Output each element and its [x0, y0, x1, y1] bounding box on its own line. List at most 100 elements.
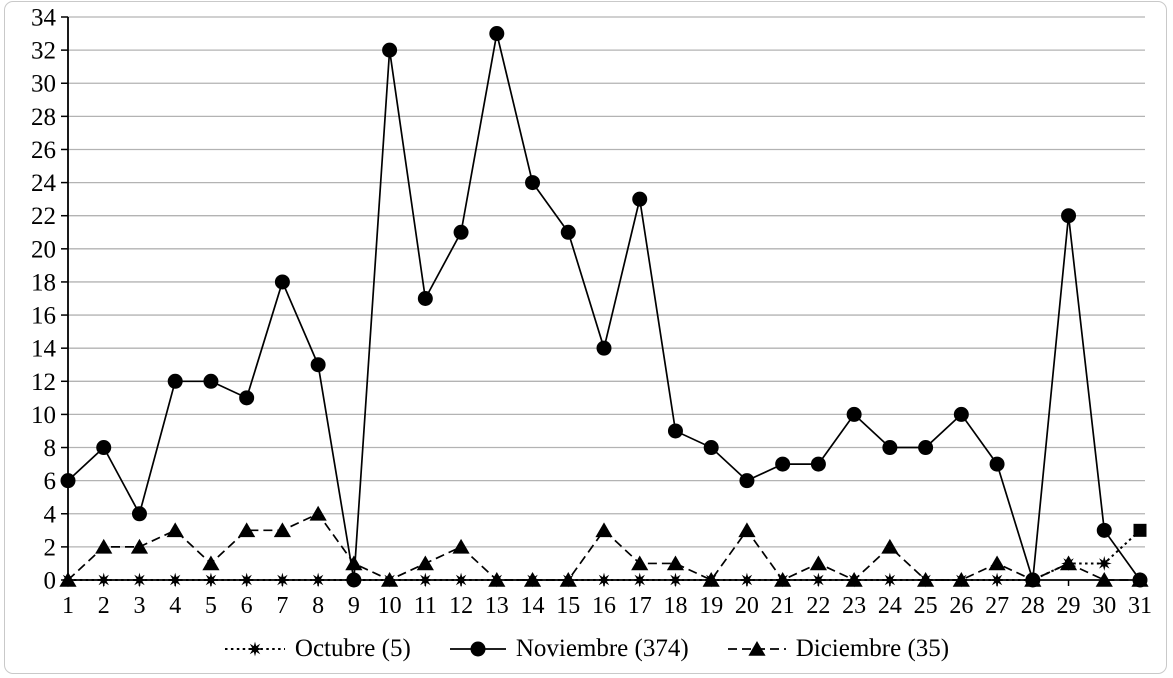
data-point-marker [452, 538, 470, 554]
x-axis-tick-label: 10 [378, 593, 402, 619]
data-point-marker [453, 224, 469, 240]
legend-marker [247, 641, 263, 657]
legend-label-noviembre: Noviembre (374) [515, 635, 689, 662]
y-axis-tick-label: 2 [44, 534, 57, 561]
x-axis-tick-label: 19 [699, 593, 723, 619]
data-point-marker [631, 555, 649, 571]
data-point-marker [381, 572, 399, 587]
x-axis-tick-label: 28 [1021, 593, 1045, 619]
data-point-marker [416, 555, 434, 571]
x-axis-tick-label: 18 [663, 593, 687, 619]
y-axis-tick-label: 18 [31, 269, 56, 296]
data-point-marker [668, 572, 683, 588]
x-axis-tick-label: 7 [276, 593, 288, 619]
y-axis-tick-label: 14 [31, 336, 57, 363]
diciembre-legend-marker-icon [727, 641, 786, 656]
data-point-marker [166, 522, 184, 538]
data-point-marker [989, 572, 1005, 588]
data-point-marker [310, 357, 326, 373]
x-axis-tick-label: 21 [771, 593, 795, 619]
data-point-marker [882, 572, 898, 588]
x-axis-tick-label: 30 [1092, 593, 1116, 619]
y-axis-tick-label: 10 [31, 402, 56, 429]
y-axis-tick-label: 32 [31, 38, 56, 65]
data-point-marker [738, 522, 756, 538]
x-axis-tick-label: 1 [62, 593, 74, 619]
data-point-marker [666, 555, 685, 571]
x-axis-tick-label: 14 [521, 593, 545, 619]
data-point-marker [1059, 555, 1078, 571]
x-axis-tick-label: 31 [1128, 593, 1152, 619]
data-point-marker [1096, 556, 1112, 571]
data-point-marker [953, 406, 969, 422]
y-axis-tick-label: 34 [31, 5, 57, 32]
chart-frame [4, 1, 1167, 674]
data-point-marker [130, 538, 149, 554]
x-axis-tick-label: 9 [348, 593, 360, 619]
data-point-marker [95, 538, 113, 554]
y-axis-tick-label: 24 [31, 170, 57, 197]
x-axis-tick-label: 2 [98, 593, 110, 619]
data-point-marker [811, 572, 826, 588]
x-axis-tick-label: 4 [169, 593, 181, 619]
x-axis-tick-label: 22 [806, 593, 830, 619]
legend-label-diciembre: Diciembre (35) [795, 635, 950, 662]
y-axis-tick-label: 4 [44, 501, 57, 528]
data-point-marker [989, 456, 1005, 472]
y-axis-tick-label: 22 [31, 203, 56, 230]
data-point-marker [1133, 523, 1147, 537]
data-point-marker [845, 572, 863, 587]
data-point-marker [988, 555, 1006, 571]
data-point-marker [1095, 572, 1113, 587]
data-point-marker [525, 175, 541, 191]
x-axis-tick-label: 6 [241, 593, 253, 619]
data-point-marker [596, 340, 612, 356]
data-point-marker [881, 538, 899, 554]
data-point-marker [1061, 208, 1077, 224]
x-axis-tick-label: 11 [414, 593, 437, 619]
x-axis-tick-label: 25 [914, 593, 938, 619]
x-axis-tick-label: 17 [628, 593, 652, 619]
series-noviembre-line [67, 33, 1141, 581]
legend-label-octubre: Octubre (5) [294, 635, 411, 662]
y-axis-tick-label: 30 [31, 71, 56, 98]
y-axis-tick-label: 28 [31, 104, 56, 131]
data-point-marker [274, 274, 290, 290]
data-point-marker [488, 572, 506, 587]
data-point-marker [345, 555, 363, 571]
y-axis-tick-label: 26 [31, 137, 56, 164]
x-axis-tick-label: 24 [878, 593, 902, 619]
data-point-marker [309, 505, 327, 521]
data-point-marker [417, 291, 433, 306]
data-point-marker [667, 423, 683, 439]
data-point-marker [346, 572, 362, 588]
legend-item-noviembre: Noviembre (374) [449, 635, 689, 663]
x-axis-tick-label: 13 [485, 593, 509, 619]
legend-marker [748, 641, 766, 656]
data-point-marker [748, 641, 766, 656]
x-axis-tick-label: 12 [449, 593, 473, 619]
data-point-marker [247, 641, 263, 657]
legend: Octubre (5) Noviembre (374) Diciembre (3… [0, 631, 1173, 667]
x-axis-tick-label: 8 [312, 593, 324, 619]
legend-item-diciembre: Diciembre (35) [727, 635, 949, 663]
data-point-marker [239, 390, 255, 406]
data-point-marker [470, 641, 486, 657]
data-point-marker [60, 473, 76, 489]
data-point-marker [846, 406, 862, 422]
data-point-marker [560, 224, 576, 240]
data-point-marker [131, 506, 147, 522]
data-point-marker [96, 440, 112, 456]
data-point-marker [275, 572, 290, 588]
x-axis-tick-label: 23 [842, 593, 866, 619]
series-noviembre [60, 26, 1148, 588]
data-point-marker [703, 440, 719, 456]
y-axis-tick-label: 12 [31, 369, 56, 396]
data-point-marker [882, 440, 898, 456]
data-point-marker [417, 572, 433, 588]
data-point-marker [739, 473, 755, 489]
legend-marker [470, 641, 486, 657]
y-axis-tick-label: 20 [31, 236, 56, 263]
data-point-marker [310, 572, 326, 588]
